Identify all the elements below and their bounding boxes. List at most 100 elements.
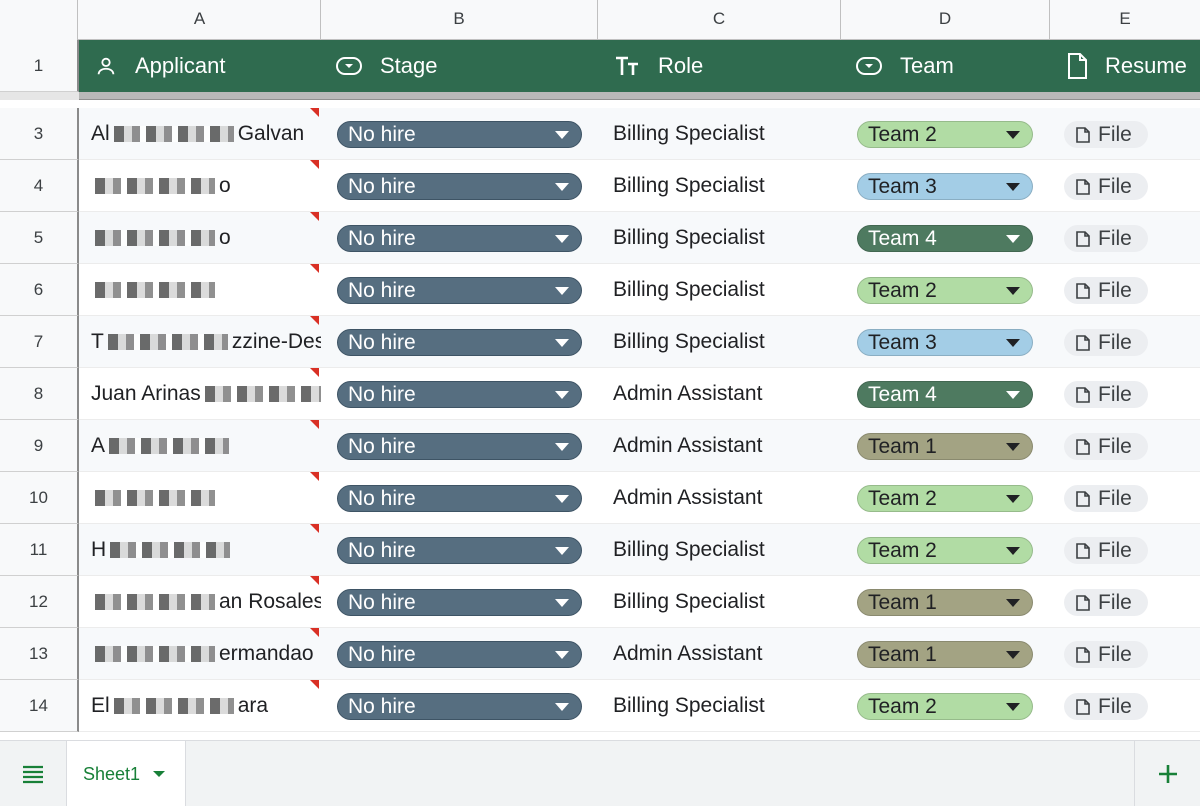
role-cell[interactable]: Billing Specialist: [613, 694, 765, 717]
applicant-cell[interactable]: ermandao: [91, 628, 321, 680]
applicant-cell[interactable]: o: [91, 212, 321, 264]
header-resume[interactable]: Resume: [1067, 40, 1187, 92]
resume-file-chip[interactable]: File: [1064, 381, 1148, 408]
resume-file-chip[interactable]: File: [1064, 329, 1148, 356]
stage-dropdown-chip[interactable]: No hire: [337, 693, 582, 720]
row-number[interactable]: 8: [0, 368, 79, 420]
row-number[interactable]: 4: [0, 160, 79, 212]
applicant-cell[interactable]: H: [91, 524, 321, 576]
comment-indicator[interactable]: [310, 472, 319, 481]
stage-dropdown-chip[interactable]: No hire: [337, 277, 582, 304]
team-dropdown-chip[interactable]: Team 2: [857, 277, 1033, 304]
stage-dropdown-chip[interactable]: No hire: [337, 433, 582, 460]
role-cell[interactable]: Admin Assistant: [613, 642, 763, 665]
column-e-header[interactable]: E: [1119, 9, 1131, 28]
resume-file-chip[interactable]: File: [1064, 693, 1148, 720]
sheet-tab-sheet1[interactable]: Sheet1: [66, 741, 186, 806]
frozen-row-divider[interactable]: [0, 92, 1200, 100]
stage-dropdown-chip[interactable]: No hire: [337, 381, 582, 408]
role-cell[interactable]: Billing Specialist: [613, 590, 765, 613]
row-number[interactable]: 11: [0, 524, 79, 576]
applicant-cell[interactable]: El ara: [91, 680, 321, 732]
comment-indicator[interactable]: [310, 212, 319, 221]
stage-dropdown-chip[interactable]: No hire: [337, 225, 582, 252]
column-d-header[interactable]: D: [841, 0, 1050, 40]
role-cell[interactable]: Billing Specialist: [613, 226, 765, 249]
resume-file-chip[interactable]: File: [1064, 225, 1148, 252]
resume-file-chip[interactable]: File: [1064, 589, 1148, 616]
applicant-cell[interactable]: an Rosales: [91, 576, 321, 628]
comment-indicator[interactable]: [310, 316, 319, 325]
team-dropdown-chip[interactable]: Team 2: [857, 693, 1033, 720]
comment-indicator[interactable]: [310, 264, 319, 273]
stage-dropdown-chip[interactable]: No hire: [337, 641, 582, 668]
team-dropdown-chip[interactable]: Team 2: [857, 121, 1033, 148]
stage-dropdown-chip[interactable]: No hire: [337, 173, 582, 200]
column-c-header[interactable]: C: [598, 0, 841, 40]
header-applicant[interactable]: Applicant: [95, 40, 226, 92]
stage-dropdown-chip[interactable]: No hire: [337, 121, 582, 148]
comment-indicator[interactable]: [310, 628, 319, 637]
header-stage[interactable]: Stage: [336, 40, 438, 92]
resume-file-chip[interactable]: File: [1064, 277, 1148, 304]
row-number-1[interactable]: 1: [0, 40, 79, 92]
row-number[interactable]: 14: [0, 680, 79, 732]
all-sheets-button[interactable]: [0, 741, 66, 806]
role-cell[interactable]: Billing Specialist: [613, 278, 765, 301]
comment-indicator[interactable]: [310, 108, 319, 117]
team-dropdown-chip[interactable]: Team 1: [857, 641, 1033, 668]
resume-file-chip[interactable]: File: [1064, 433, 1148, 460]
team-dropdown-chip[interactable]: Team 2: [857, 537, 1033, 564]
column-a-header[interactable]: A: [79, 0, 321, 40]
header-role[interactable]: Role: [614, 40, 703, 92]
role-cell[interactable]: Admin Assistant: [613, 486, 763, 509]
team-dropdown-chip[interactable]: Team 1: [857, 433, 1033, 460]
resume-file-chip[interactable]: File: [1064, 641, 1148, 668]
role-cell[interactable]: Admin Assistant: [613, 382, 763, 405]
header-team[interactable]: Team: [856, 40, 954, 92]
row-number[interactable]: 10: [0, 472, 79, 524]
resume-file-chip[interactable]: File: [1064, 121, 1148, 148]
applicant-cell[interactable]: A: [91, 420, 321, 472]
stage-dropdown-chip[interactable]: No hire: [337, 537, 582, 564]
applicant-cell[interactable]: Juan Arinas: [91, 368, 321, 420]
row-number[interactable]: 9: [0, 420, 79, 472]
role-cell[interactable]: Billing Specialist: [613, 122, 765, 145]
applicant-cell[interactable]: [91, 264, 321, 316]
row-number[interactable]: 12: [0, 576, 79, 628]
resume-file-chip[interactable]: File: [1064, 173, 1148, 200]
team-dropdown-chip[interactable]: Team 4: [857, 381, 1033, 408]
comment-indicator[interactable]: [310, 160, 319, 169]
team-dropdown-chip[interactable]: Team 2: [857, 485, 1033, 512]
row-number[interactable]: 7: [0, 316, 79, 368]
row-number[interactable]: 6: [0, 264, 79, 316]
row-number[interactable]: 5: [0, 212, 79, 264]
role-cell[interactable]: Billing Specialist: [613, 174, 765, 197]
comment-indicator[interactable]: [310, 524, 319, 533]
applicant-cell[interactable]: o: [91, 160, 321, 212]
stage-dropdown-chip[interactable]: No hire: [337, 589, 582, 616]
role-cell[interactable]: Billing Specialist: [613, 538, 765, 561]
team-dropdown-chip[interactable]: Team 3: [857, 329, 1033, 356]
column-b-header[interactable]: B: [321, 0, 598, 40]
applicant-cell[interactable]: Al Galvan: [91, 108, 321, 160]
role-cell[interactable]: Billing Specialist: [613, 330, 765, 353]
chevron-down-icon[interactable]: [153, 771, 165, 777]
comment-indicator[interactable]: [310, 420, 319, 429]
comment-indicator[interactable]: [310, 680, 319, 689]
stage-dropdown-chip[interactable]: No hire: [337, 329, 582, 356]
team-dropdown-chip[interactable]: Team 4: [857, 225, 1033, 252]
team-dropdown-chip[interactable]: Team 3: [857, 173, 1033, 200]
comment-indicator[interactable]: [310, 576, 319, 585]
applicant-cell[interactable]: [91, 472, 321, 524]
resume-file-chip[interactable]: File: [1064, 485, 1148, 512]
role-cell[interactable]: Admin Assistant: [613, 434, 763, 457]
comment-indicator[interactable]: [310, 368, 319, 377]
row-number[interactable]: 13: [0, 628, 79, 680]
select-all-corner[interactable]: [0, 0, 78, 40]
resume-file-chip[interactable]: File: [1064, 537, 1148, 564]
add-sheet-button[interactable]: [1134, 741, 1200, 806]
team-dropdown-chip[interactable]: Team 1: [857, 589, 1033, 616]
row-number[interactable]: 3: [0, 108, 79, 160]
